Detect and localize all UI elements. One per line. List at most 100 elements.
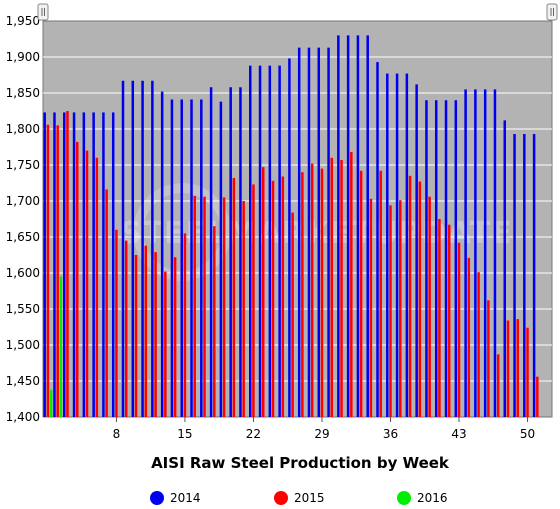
bar-2015-week-23 bbox=[261, 167, 265, 417]
bar-2015-week-8 bbox=[115, 229, 118, 417]
bar-2014-week-14 bbox=[170, 99, 174, 417]
bar-2015-week-28 bbox=[310, 163, 314, 417]
bar-2014-week-15 bbox=[180, 99, 183, 417]
bar-2015-week-17 bbox=[203, 196, 206, 417]
bar-2014-week-47 bbox=[493, 89, 497, 418]
bar-2015-week-51 bbox=[536, 376, 539, 417]
bar-2014-week-24 bbox=[268, 65, 272, 417]
y-tick-label: 1,500 bbox=[6, 338, 40, 352]
range-handle-left[interactable] bbox=[37, 3, 49, 21]
bar-2014-week-46 bbox=[483, 89, 487, 418]
bar-2014-week-42 bbox=[444, 100, 448, 417]
bar-2015-week-15 bbox=[183, 233, 187, 417]
bar-2014-week-22 bbox=[249, 65, 252, 417]
bar-2015-week-40 bbox=[428, 196, 431, 417]
legend-item-2014[interactable]: 2014 bbox=[150, 491, 201, 505]
y-tick-label: 1,750 bbox=[6, 158, 40, 172]
bar-2015-week-5 bbox=[85, 150, 89, 417]
bar-2014-week-20 bbox=[229, 87, 232, 418]
bar-2015-week-48 bbox=[506, 320, 510, 417]
bar-2014-week-18 bbox=[209, 87, 213, 418]
range-handle-right[interactable] bbox=[546, 3, 558, 21]
grid-lines bbox=[43, 56, 552, 382]
bar-2015-week-26 bbox=[291, 212, 294, 417]
bar-2015-week-20 bbox=[232, 177, 236, 417]
plot-background bbox=[42, 20, 553, 418]
bar-2014-week-29 bbox=[317, 47, 321, 417]
y-tick-label: 1,600 bbox=[6, 266, 40, 280]
bars bbox=[43, 35, 539, 418]
bar-2015-week-43 bbox=[457, 242, 461, 417]
bar-2015-week-33 bbox=[359, 170, 363, 417]
bar-2014-week-37 bbox=[395, 73, 399, 417]
bar-2016-week-2 bbox=[59, 276, 63, 417]
bar-2015-week-14 bbox=[173, 257, 177, 417]
bar-2014-week-31 bbox=[337, 35, 340, 418]
bar-2014-week-6 bbox=[92, 112, 95, 417]
y-tick-label: 1,700 bbox=[6, 194, 40, 208]
bar-2015-week-4 bbox=[76, 141, 79, 417]
bar-2015-week-37 bbox=[399, 200, 402, 417]
bar-2014-week-10 bbox=[131, 80, 135, 417]
x-tick-label: 50 bbox=[520, 427, 535, 441]
x-tick-label: 15 bbox=[177, 427, 192, 441]
y-tick-label: 1,850 bbox=[6, 86, 40, 100]
bar-2015-week-46 bbox=[487, 300, 490, 417]
bar-2016-week-1 bbox=[49, 389, 53, 417]
bar-2015-week-24 bbox=[271, 180, 275, 417]
bar-2014-week-45 bbox=[474, 89, 477, 418]
bar-2015-week-16 bbox=[193, 195, 196, 417]
bar-2015-week-21 bbox=[242, 201, 245, 417]
bar-2014-week-5 bbox=[82, 112, 86, 417]
bar-2014-week-8 bbox=[111, 112, 115, 417]
y-tick-label: 1,550 bbox=[6, 302, 40, 316]
bar-2015-week-18 bbox=[213, 226, 216, 417]
bar-2015-week-11 bbox=[144, 245, 148, 417]
bar-2014-week-9 bbox=[121, 80, 125, 417]
bar-2015-week-50 bbox=[526, 327, 529, 417]
bar-2014-week-11 bbox=[141, 80, 144, 417]
x-tick-label: 29 bbox=[314, 427, 329, 441]
bar-2015-week-39 bbox=[418, 181, 422, 417]
bar-2015-week-6 bbox=[95, 157, 99, 418]
x-tick-label: 22 bbox=[246, 427, 261, 441]
bar-2014-week-3 bbox=[63, 112, 66, 417]
bar-2014-week-33 bbox=[356, 35, 360, 418]
x-tick-label: 43 bbox=[451, 427, 466, 441]
y-tick-label: 1,900 bbox=[6, 50, 40, 64]
bar-2015-week-9 bbox=[124, 240, 128, 417]
bar-2014-week-16 bbox=[190, 99, 193, 417]
bar-2014-week-19 bbox=[219, 101, 223, 417]
legend-label: 2016 bbox=[417, 491, 448, 505]
bar-2015-week-30 bbox=[330, 157, 334, 418]
legend-item-2016[interactable]: 2016 bbox=[397, 491, 448, 505]
x-axis: 8 15 22 29 36 43 50 bbox=[113, 417, 535, 441]
bar-2014-week-17 bbox=[200, 99, 203, 417]
y-tick-label: 1,950 bbox=[6, 14, 40, 28]
bar-2014-week-13 bbox=[160, 91, 164, 417]
y-tick-label: 1,650 bbox=[6, 230, 40, 244]
bar-2015-week-10 bbox=[134, 255, 138, 417]
y-tick-label: 1,400 bbox=[6, 410, 40, 424]
y-tick-label: 1,800 bbox=[6, 122, 40, 136]
bar-2014-week-32 bbox=[346, 35, 350, 418]
bar-2015-week-44 bbox=[467, 257, 471, 417]
bar-2014-week-1 bbox=[43, 112, 46, 417]
legend-label: 2015 bbox=[294, 491, 325, 505]
bar-2015-week-7 bbox=[105, 189, 108, 417]
chart-title: AISI Raw Steel Production by Week bbox=[151, 454, 450, 472]
bar-2015-week-41 bbox=[438, 219, 441, 417]
bar-2014-week-2 bbox=[53, 112, 56, 417]
bar-2014-week-4 bbox=[72, 112, 76, 417]
bar-2015-week-36 bbox=[389, 205, 392, 417]
bar-2015-week-1 bbox=[46, 124, 50, 418]
bar-2014-week-41 bbox=[434, 100, 438, 417]
legend-item-2015[interactable]: 2015 bbox=[274, 491, 325, 505]
legend-marker bbox=[274, 491, 288, 505]
bar-2015-week-38 bbox=[408, 175, 412, 417]
bar-2015-week-35 bbox=[379, 170, 382, 417]
bar-2015-week-19 bbox=[222, 197, 226, 417]
bar-2015-week-13 bbox=[164, 271, 167, 417]
bar-2015-week-45 bbox=[477, 272, 480, 417]
